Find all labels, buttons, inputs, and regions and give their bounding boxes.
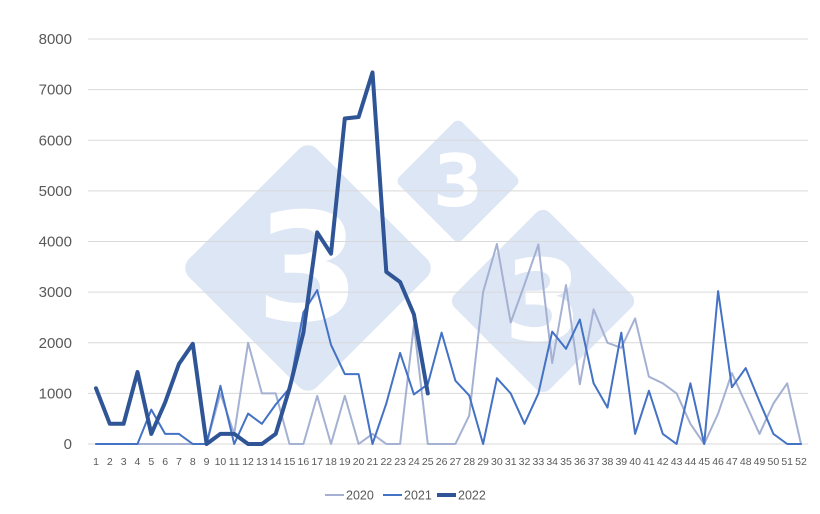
y-tick-label: 7000 [39, 82, 72, 99]
y-tick-label: 8000 [39, 31, 72, 48]
y-tick-label: 3000 [39, 284, 72, 301]
y-axis-labels: 0 1000 2000 3000 4000 5000 6000 7000 8000 [39, 31, 72, 453]
x-tick-label: 34 [546, 456, 558, 468]
x-tick-label: 40 [629, 456, 641, 468]
x-tick-label: 20 [353, 456, 365, 468]
series-line-2021 [95, 289, 802, 445]
x-tick-label: 12 [242, 456, 254, 468]
x-tick-label: 13 [256, 456, 268, 468]
x-tick-label: 11 [229, 456, 240, 468]
watermark-digit: 3 [256, 182, 360, 356]
x-tick-label: 26 [436, 456, 448, 468]
x-tick-label: 49 [754, 456, 766, 468]
x-tick-label: 8 [190, 456, 196, 468]
x-tick-label: 42 [657, 456, 669, 468]
legend-label: 2021 [404, 489, 432, 503]
x-tick-label: 3 [121, 456, 127, 468]
x-tick-label: 10 [215, 456, 227, 468]
legend-label: 2022 [458, 489, 486, 503]
x-tick-label: 31 [505, 456, 517, 468]
x-tick-label: 33 [533, 456, 545, 468]
x-tick-label: 32 [519, 456, 531, 468]
y-tick-label: 4000 [39, 234, 72, 251]
y-tick-label: 0 [64, 436, 72, 453]
x-tick-label: 48 [740, 456, 752, 468]
x-tick-label: 1 [93, 456, 99, 468]
x-tick-label: 29 [477, 456, 489, 468]
watermark-digit: 3 [504, 237, 582, 367]
x-tick-label: 24 [408, 456, 420, 468]
x-tick-label: 27 [450, 456, 462, 468]
x-tick-label: 21 [367, 456, 379, 468]
x-tick-label: 18 [325, 456, 337, 468]
x-tick-label: 35 [560, 456, 572, 468]
x-tick-label: 50 [768, 456, 780, 468]
legend-item-2021: 2021 [383, 489, 432, 503]
x-tick-label: 43 [671, 456, 683, 468]
watermark-diamond: 3 [451, 209, 635, 393]
series-line-2022 [94, 70, 430, 446]
watermark-diamond: 3 [185, 145, 431, 391]
x-tick-label: 37 [588, 456, 600, 468]
x-tick-label: 22 [380, 456, 392, 468]
x-tick-label: 30 [491, 456, 503, 468]
y-tick-label: 2000 [39, 335, 72, 352]
x-tick-label: 23 [394, 456, 406, 468]
x-tick-label: 46 [712, 456, 724, 468]
x-tick-label: 15 [284, 456, 296, 468]
x-tick-label: 19 [339, 456, 351, 468]
x-tick-label: 36 [574, 456, 586, 468]
x-tick-label: 44 [685, 456, 697, 468]
x-axis-labels: 1 2 3 4 5 6 7 8 9 10 11 12 13 14 15 16 17 18 19 20 21 22 23 24 2… [93, 456, 807, 468]
x-tick-label: 2 [107, 456, 113, 468]
y-tick-label: 5000 [39, 183, 72, 200]
gridlines [88, 38, 808, 445]
x-tick-label: 47 [726, 456, 738, 468]
legend-item-2020: 2020 [325, 489, 374, 503]
x-tick-label: 38 [602, 456, 614, 468]
x-tick-label: 51 [781, 456, 793, 468]
x-tick-label: 5 [148, 456, 154, 468]
y-tick-label: 1000 [39, 385, 72, 402]
x-tick-label: 14 [270, 456, 282, 468]
x-tick-label: 52 [795, 456, 807, 468]
legend-label: 2020 [346, 489, 374, 503]
x-tick-label: 9 [204, 456, 210, 468]
x-tick-label: 16 [298, 456, 310, 468]
watermark-diamond: 3 [397, 120, 519, 242]
legend-item-2022: 2022 [437, 489, 486, 503]
legend: 2020 2021 2022 [325, 489, 486, 503]
x-tick-label: 39 [615, 456, 627, 468]
x-tick-label: 17 [311, 456, 323, 468]
x-tick-label: 41 [643, 456, 655, 468]
x-tick-label: 4 [135, 456, 141, 468]
y-tick-label: 6000 [39, 132, 72, 149]
x-tick-label: 7 [176, 456, 182, 468]
watermark-logo: 333 [185, 120, 635, 393]
x-tick-label: 25 [422, 456, 434, 468]
x-tick-label: 45 [698, 456, 710, 468]
x-tick-label: 28 [463, 456, 475, 468]
watermark-digit: 3 [433, 139, 483, 223]
plot-series [94, 70, 802, 446]
x-tick-label: 6 [162, 456, 168, 468]
